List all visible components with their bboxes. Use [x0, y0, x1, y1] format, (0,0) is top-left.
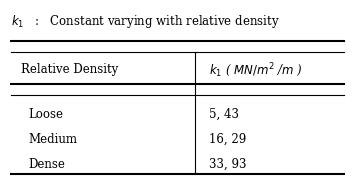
Text: Loose: Loose: [28, 108, 63, 121]
Text: Relative Density: Relative Density: [21, 63, 119, 76]
Text: Medium: Medium: [28, 133, 77, 146]
Text: $k_1$ ( $MN/m^2$ /$m$ ): $k_1$ ( $MN/m^2$ /$m$ ): [209, 61, 303, 79]
Text: 33, 93: 33, 93: [209, 158, 247, 171]
Text: 16, 29: 16, 29: [209, 133, 247, 146]
Text: Dense: Dense: [28, 158, 65, 171]
Text: 5, 43: 5, 43: [209, 108, 239, 121]
Text: $k_1$   :   Constant varying with relative density: $k_1$ : Constant varying with relative d…: [11, 13, 279, 30]
